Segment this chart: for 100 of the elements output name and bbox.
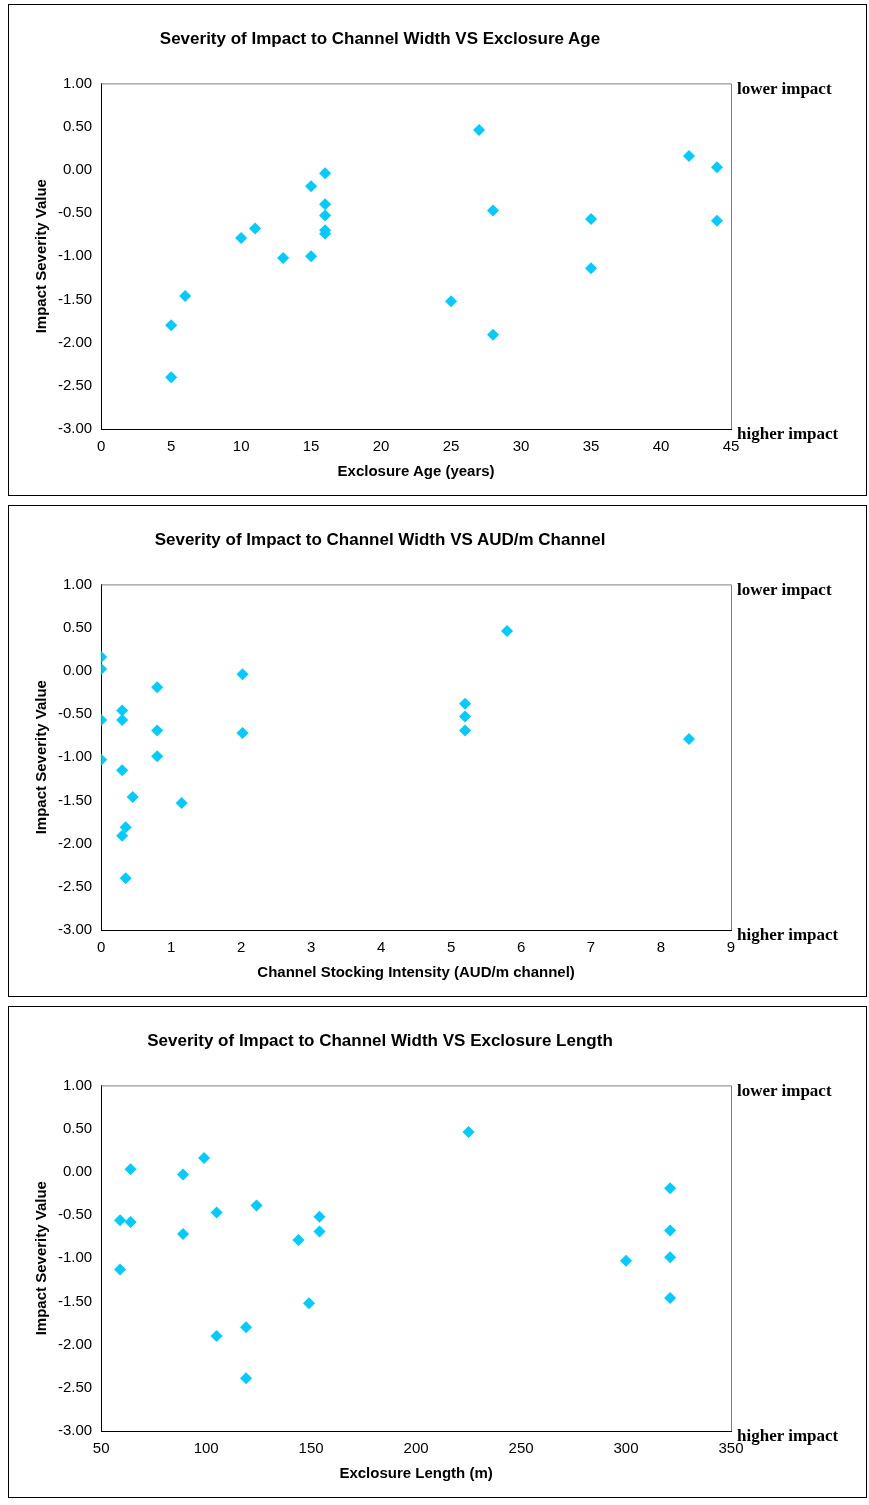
y-tick-label: -0.50 (57, 1205, 93, 1223)
point (177, 1168, 190, 1181)
point (487, 328, 500, 341)
chart-title: Severity of Impact to Channel Width VS AUD/m Channel (154, 529, 606, 549)
point (664, 1251, 677, 1264)
x-tick-label: 7 (586, 938, 596, 956)
x-tick-label: 35 (582, 437, 600, 455)
point (249, 222, 262, 235)
y-tick-label: -3.00 (57, 1421, 93, 1439)
point (114, 1263, 127, 1276)
y-tick-label: 0.00 (62, 660, 93, 678)
point (303, 1297, 316, 1310)
chart-title: Severity of Impact to Channel Width VS Exclosure Age (159, 28, 601, 48)
point (711, 161, 723, 174)
x-tick-label: 10 (232, 437, 250, 455)
y-tick-label: -1.50 (57, 289, 93, 307)
x-tick-label: 30 (512, 437, 530, 455)
y-tick-label: -2.50 (57, 375, 93, 393)
point (585, 262, 598, 275)
point (175, 796, 188, 809)
point (462, 1126, 475, 1139)
text: lower impact (737, 579, 832, 599)
y-tick-label: 1.00 (62, 1075, 93, 1093)
x-tick-label: 20 (372, 437, 390, 455)
point (151, 681, 164, 694)
point (585, 213, 598, 226)
x-tick-label: 300 (613, 1439, 639, 1457)
point (250, 1199, 263, 1212)
y-axis-title: Impact Severity Value (32, 1181, 50, 1336)
point (664, 1182, 677, 1195)
y-tick-label: -1.00 (57, 747, 93, 765)
x-tick-label: 5 (167, 437, 176, 455)
y-tick-label: -2.00 (57, 1334, 93, 1352)
point (116, 764, 129, 777)
point (277, 251, 290, 264)
y-tick-label: 0.00 (62, 1161, 93, 1179)
point (151, 750, 164, 763)
x-tick-label: 40 (652, 437, 670, 455)
x-tick-label: 50 (92, 1439, 110, 1457)
point (445, 295, 458, 308)
x-tick-label: 8 (656, 938, 666, 956)
point (210, 1206, 223, 1219)
point (236, 668, 249, 681)
point (683, 149, 696, 162)
point (459, 724, 472, 737)
point (501, 625, 514, 638)
x-tick-label: 150 (298, 1439, 324, 1457)
point (165, 319, 178, 332)
point (292, 1234, 305, 1247)
text: higher impact (737, 424, 839, 444)
point (177, 1228, 190, 1241)
y-tick-label: -2.50 (57, 876, 93, 894)
y-tick-label: 0.50 (62, 116, 93, 134)
x-tick-label: 0 (97, 437, 106, 455)
y-tick-label: -3.00 (57, 920, 93, 938)
y-tick-label: -2.00 (57, 833, 93, 851)
x-tick-label: 25 (442, 437, 460, 455)
y-tick-label: 1.00 (62, 574, 93, 592)
point (119, 821, 132, 834)
x-tick-label: 100 (193, 1439, 219, 1457)
point (116, 704, 129, 717)
y-axis-title: Impact Severity Value (32, 179, 50, 334)
text: lower impact (737, 78, 832, 98)
point (459, 697, 472, 710)
point (487, 204, 500, 217)
point (711, 214, 723, 227)
y-tick-label: 0.50 (62, 617, 93, 635)
point (119, 872, 132, 885)
x-tick-label: 3 (306, 938, 316, 956)
y-tick-label: 1.00 (62, 73, 93, 91)
point (151, 724, 164, 737)
point (126, 790, 139, 803)
x-tick-label: 200 (403, 1439, 429, 1457)
text: higher impact (737, 1426, 839, 1446)
y-tick-label: 0.00 (62, 159, 93, 177)
x-tick-label: 0 (97, 938, 106, 956)
x-axis-title: Channel Stocking Intensity (AUD/m channel) (257, 963, 575, 981)
point (664, 1291, 677, 1304)
y-tick-label: -1.50 (57, 1291, 93, 1309)
point (683, 733, 696, 746)
x-tick-label: 9 (726, 938, 736, 956)
point (165, 371, 178, 384)
x-axis-title: Exclosure Age (years) (337, 462, 495, 480)
point (124, 1215, 137, 1228)
point (313, 1225, 326, 1238)
x-axis-title: Exclosure Length (m) (339, 1464, 493, 1482)
y-tick-label: -1.00 (57, 1248, 93, 1266)
y-tick-label: -1.50 (57, 790, 93, 808)
point (116, 829, 129, 842)
point (114, 1214, 127, 1227)
point (235, 232, 248, 245)
x-tick-label: 1 (167, 938, 176, 956)
y-tick-label: -0.50 (57, 704, 93, 722)
point (305, 250, 318, 263)
y-tick-label: 0.50 (62, 1118, 93, 1136)
point (124, 1163, 137, 1176)
x-tick-label: 5 (446, 938, 456, 956)
y-axis-title: Impact Severity Value (32, 680, 50, 835)
chart-title: Severity of Impact to Channel Width VS Exclosure Length (147, 1030, 613, 1050)
point (210, 1329, 223, 1342)
